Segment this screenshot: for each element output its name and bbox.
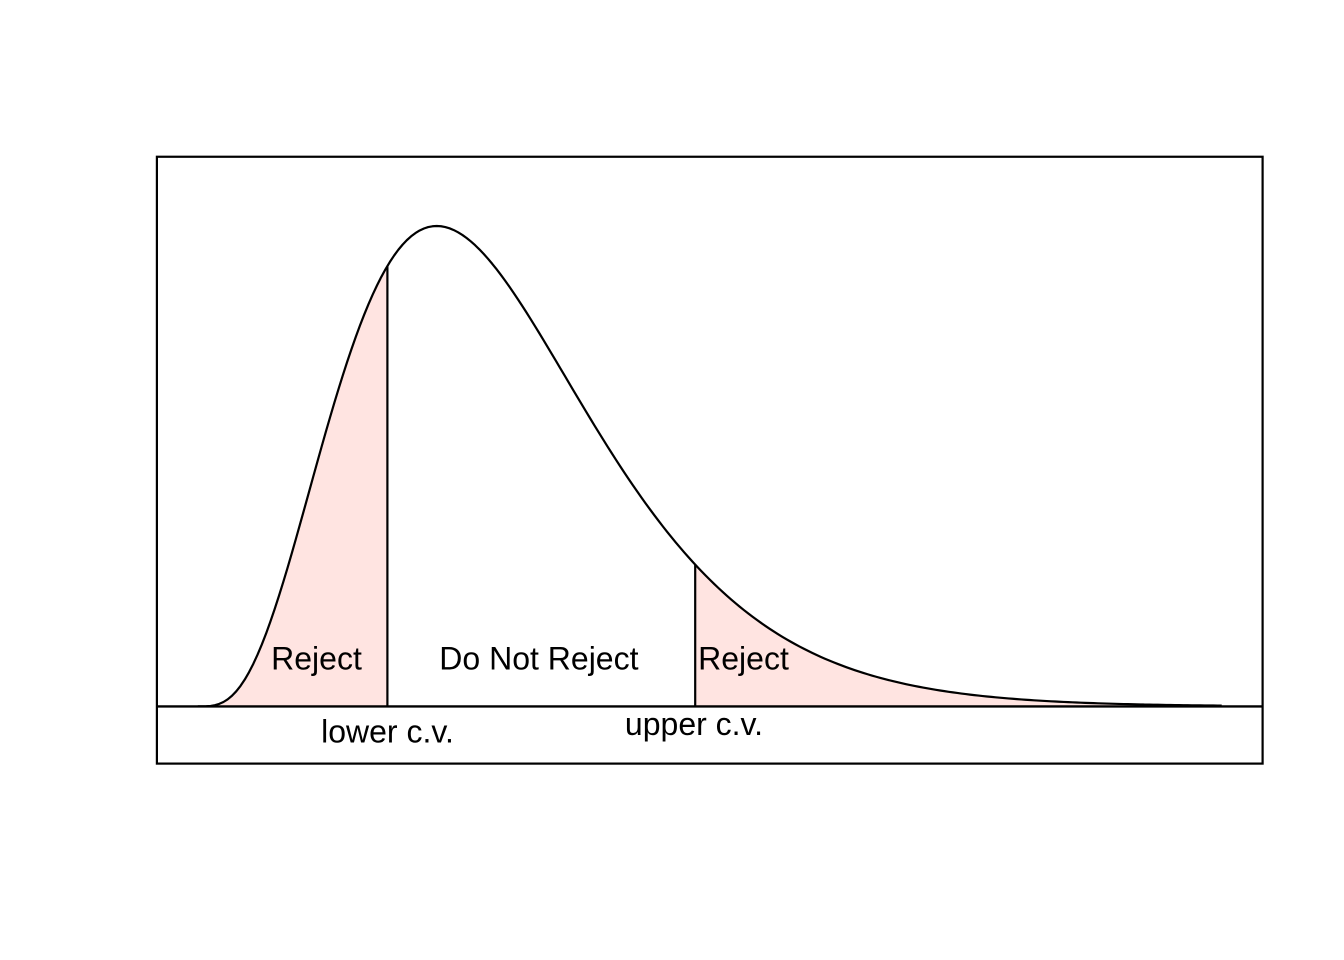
svg-text:lower c.v.: lower c.v. [321, 713, 454, 749]
svg-text:upper c.v.: upper c.v. [625, 706, 763, 742]
svg-text:Reject: Reject [698, 641, 789, 677]
svg-text:Reject: Reject [271, 641, 362, 677]
svg-text:Do Not Reject: Do Not Reject [439, 641, 638, 677]
